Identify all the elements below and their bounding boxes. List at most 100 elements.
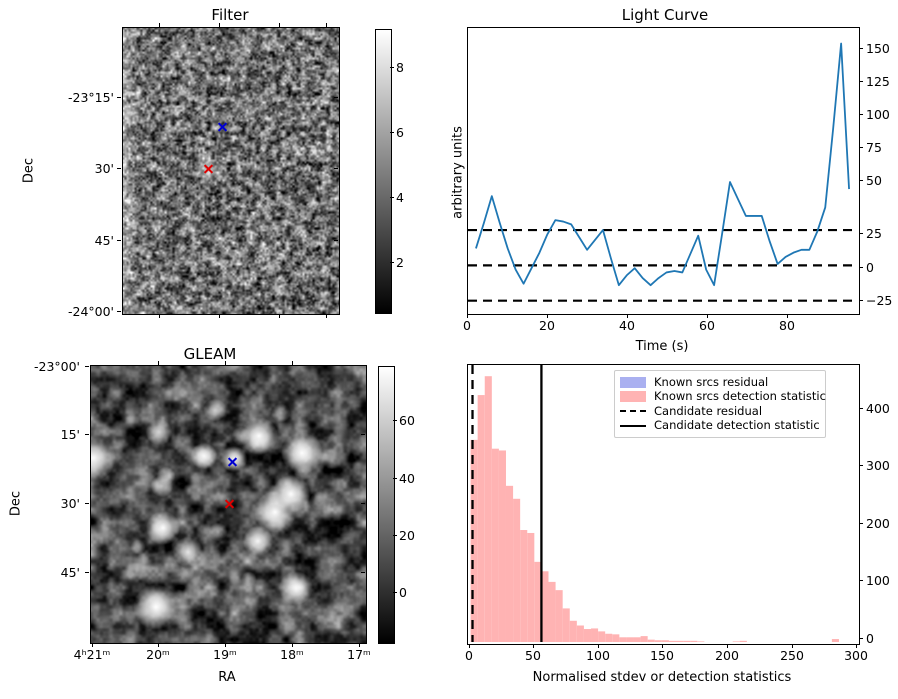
histogram-bar [541,571,549,642]
histogram-bar [626,637,634,642]
histogram-bar [661,640,669,642]
lc-xtick-0 [467,314,468,318]
hist-ytick-3 [859,465,863,466]
filter-xtick-t2 [279,23,280,27]
light-curve-xlabel: Time (s) [635,339,689,354]
gleam-ytick-r3 [361,572,365,573]
hist-xtick-4 [727,644,728,648]
lc-xtick-label-3: 60 [699,318,715,333]
gleam-cbar-label-0: 60 [399,413,415,428]
lc-xtick-label-2: 40 [619,318,635,333]
lc-ytick-2 [859,114,863,115]
hist-ytick-label-2: 200 [866,516,890,531]
lc-ytick-4 [859,180,863,181]
lc-ytick-label-1: 125 [866,74,890,89]
filter-title: Filter [211,6,249,24]
histogram-bar [676,640,684,642]
hist-xtick-label-2: 100 [586,648,610,663]
gleam-ytick-label-3: 45' [60,565,80,580]
lc-ytick-label-5: 25 [866,226,882,241]
lc-ytick-5 [859,233,863,234]
gleam-xlabel: RA [218,670,236,685]
histogram-bar [548,581,556,642]
hist-xtick-label-4: 200 [715,648,739,663]
hist-ytick-2 [859,523,863,524]
gleam-xtick-2 [225,643,226,647]
hist-xtick-label-6: 300 [844,648,868,663]
histogram-bar [633,637,641,642]
hist-xtick-3 [662,644,663,648]
gleam-ytick-1 [85,434,89,435]
filter-sky-image[interactable] [122,27,340,315]
filter-blue-cross-marker [217,121,228,132]
hist-xtick-1 [533,644,534,648]
legend-label-known-srcs-residual: Known srcs residual [654,374,769,389]
filter-ytick-r0 [334,97,338,98]
filter-ytick-label-0: -23°15' [67,90,114,105]
gleam-red-cross-marker [224,498,235,509]
gleam-xtick-t2 [292,361,293,365]
gleam-ytick-label-2: 30' [60,496,80,511]
filter-xtick-t1 [219,23,220,27]
gleam-xtick-label-4: 17ᵐ [347,647,371,662]
histogram-bar [831,639,839,642]
hist-xtick-6 [856,644,857,648]
histogram-bar [470,439,478,642]
gleam-xtick-3 [292,643,293,647]
histogram-bar [491,448,499,642]
lc-xtick-3 [707,314,708,318]
lc-xtick-label-4: 80 [779,318,795,333]
filter-xtick-b2 [279,314,280,318]
legend-item-candidate-detection-statistic: Candidate detection statistic [620,419,820,434]
gleam-ytick-2 [85,503,89,504]
light-curve-plot-area[interactable] [467,27,860,315]
hist-ytick-4 [859,408,863,409]
histogram-bar [640,636,648,642]
lc-ytick-7 [859,300,863,301]
histogram-legend: Known srcs residual Known srcs detection… [614,370,826,438]
filter-red-cross-marker [203,163,214,174]
gleam-sky-image[interactable] [90,365,367,644]
filter-xtick-t3 [326,23,327,27]
hist-ytick-label-0: 0 [866,631,874,646]
filter-xtick-b3 [326,314,327,318]
hist-xtick-label-5: 250 [780,648,804,663]
histogram-bar [668,640,677,642]
gleam-cbar-tick-2 [393,535,397,536]
legend-item-candidate-residual: Candidate residual [620,404,819,419]
lc-xtick-label-1: 20 [539,318,555,333]
histogram-bar [520,530,528,642]
gleam-xtick-1 [158,643,159,647]
hist-xtick-label-0: 0 [465,648,473,663]
histogram-bar [498,450,506,642]
lc-xtick-label-0: 0 [463,318,471,333]
lc-ytick-label-7: −25 [866,293,893,308]
gleam-xtick-4 [359,643,360,647]
gleam-xtick-t0 [158,361,159,365]
gleam-xtick-t1 [225,361,226,365]
lc-ytick-0 [859,48,863,49]
histogram-bar [576,625,584,642]
gleam-title: GLEAM [183,345,237,363]
histogram-bar [484,376,492,642]
lc-ytick-6 [859,267,863,268]
gleam-ytick-r1 [361,434,365,435]
histogram-bar [690,640,698,642]
legend-label-candidate-residual: Candidate residual [654,403,763,418]
filter-ytick-r2 [334,240,338,241]
histogram-bar [513,498,521,642]
histogram-bar [612,634,620,642]
lc-ytick-label-2: 100 [866,107,890,122]
filter-ytick-r1 [334,168,338,169]
filter-ytick-1 [117,168,121,169]
histogram-bar [583,629,592,642]
histogram-bar [555,590,563,642]
filter-colorbar-label: arbitrary units [450,126,466,219]
histogram-bar [683,640,691,642]
histogram-xlabel: Normalised stdev or detection statistics [532,670,792,685]
filter-cbar-label-0: 8 [396,60,404,75]
filter-cbar-label-2: 4 [396,190,404,205]
gleam-cbar-tick-3 [393,592,397,593]
hist-xtick-5 [792,644,793,648]
histogram-bar [619,637,627,642]
